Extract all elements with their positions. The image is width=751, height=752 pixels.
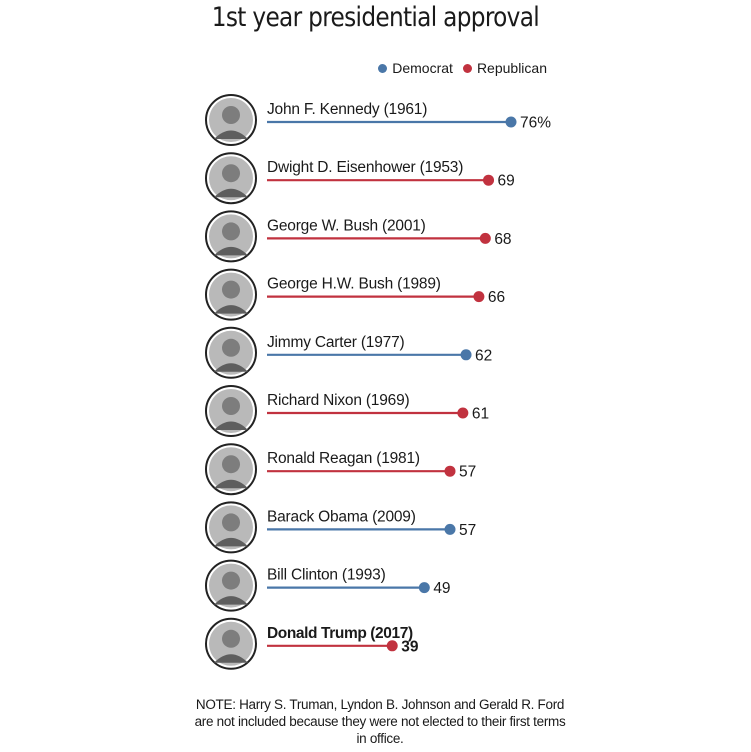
president-label-ronald-reagan-1981: Ronald Reagan (1981) xyxy=(267,450,420,467)
avatar-shoulders xyxy=(214,130,248,139)
avatar-head xyxy=(222,106,240,124)
value-label-bill-clinton-1993: 49 xyxy=(433,580,450,597)
president-label-bill-clinton-1993: Bill Clinton (1993) xyxy=(267,567,386,584)
bar-dot-george-h-w-bush-1989 xyxy=(473,291,485,303)
value-label-jimmy-carter-1977: 62 xyxy=(475,347,492,364)
president-label-dwight-d-eisenhower-1953: Dwight D. Eisenhower (1953) xyxy=(267,159,463,176)
president-label-richard-nixon-1969: Richard Nixon (1969) xyxy=(267,392,409,409)
avatar-head xyxy=(222,164,240,183)
avatar-head xyxy=(222,513,240,532)
legend-item-republican: Republican xyxy=(462,60,547,76)
bar-dot-ronald-reagan-1981 xyxy=(444,465,456,477)
avatar-shoulders xyxy=(214,479,248,489)
value-label-george-w-bush-2001: 68 xyxy=(494,231,511,248)
value-label-john-f-kennedy-1961: 76% xyxy=(520,115,551,132)
avatar-shoulders xyxy=(214,188,248,198)
avatar-head xyxy=(222,280,240,299)
bar-dot-john-f-kennedy-1961 xyxy=(505,116,517,128)
president-label-barack-obama-2009: Barack Obama (2009) xyxy=(267,508,416,525)
bar-dot-richard-nixon-1969 xyxy=(457,407,469,419)
president-label-donald-trump-2017: Donald Trump (2017) xyxy=(267,625,413,642)
avatar-head xyxy=(222,571,240,590)
avatar-head xyxy=(222,338,240,357)
avatar-shoulders xyxy=(214,596,248,605)
value-label-george-h-w-bush-1989: 66 xyxy=(488,289,505,306)
avatar-head xyxy=(222,629,240,648)
bar-dot-barack-obama-2009 xyxy=(444,523,456,535)
president-label-george-h-w-bush-1989: George H.W. Bush (1989) xyxy=(267,276,441,293)
value-label-richard-nixon-1969: 61 xyxy=(472,406,489,423)
avatar-shoulders xyxy=(214,537,248,547)
president-label-john-f-kennedy-1961: John F. Kennedy (1961) xyxy=(267,101,427,118)
legend-dot-democrat xyxy=(378,63,388,73)
avatar-head xyxy=(222,222,240,241)
legend-dot-republican xyxy=(462,63,472,73)
legend-label-republican: Republican xyxy=(476,60,547,76)
avatar-shoulders xyxy=(214,363,248,372)
value-label-dwight-d-eisenhower-1953: 69 xyxy=(498,173,515,190)
avatar-shoulders xyxy=(214,654,248,663)
bar-dot-donald-trump-2017 xyxy=(386,640,398,652)
bar-dot-george-w-bush-2001 xyxy=(479,232,491,244)
legend-label-democrat: Democrat xyxy=(392,60,453,76)
bar-dot-bill-clinton-1993 xyxy=(418,582,430,594)
bar-dot-jimmy-carter-1977 xyxy=(460,349,472,361)
chart-title: 1st year presidential approval xyxy=(211,2,540,33)
avatar-shoulders xyxy=(214,421,248,430)
legend: Democrat Republican xyxy=(378,60,547,76)
president-label-george-w-bush-2001: George W. Bush (2001) xyxy=(267,217,426,234)
value-label-donald-trump-2017: 39 xyxy=(401,638,419,655)
avatar-shoulders xyxy=(214,246,248,256)
president-label-jimmy-carter-1977: Jimmy Carter (1977) xyxy=(267,334,404,351)
value-label-ronald-reagan-1981: 57 xyxy=(459,464,476,481)
avatar-head xyxy=(222,455,240,474)
footnote: NOTE: Harry S. Truman, Lyndon B. Johnson… xyxy=(194,697,566,746)
value-label-barack-obama-2009: 57 xyxy=(459,522,476,539)
avatar-head xyxy=(222,397,240,415)
bar-dot-dwight-d-eisenhower-1953 xyxy=(483,174,495,186)
avatar-shoulders xyxy=(214,305,248,314)
legend-item-democrat: Democrat xyxy=(378,60,453,76)
